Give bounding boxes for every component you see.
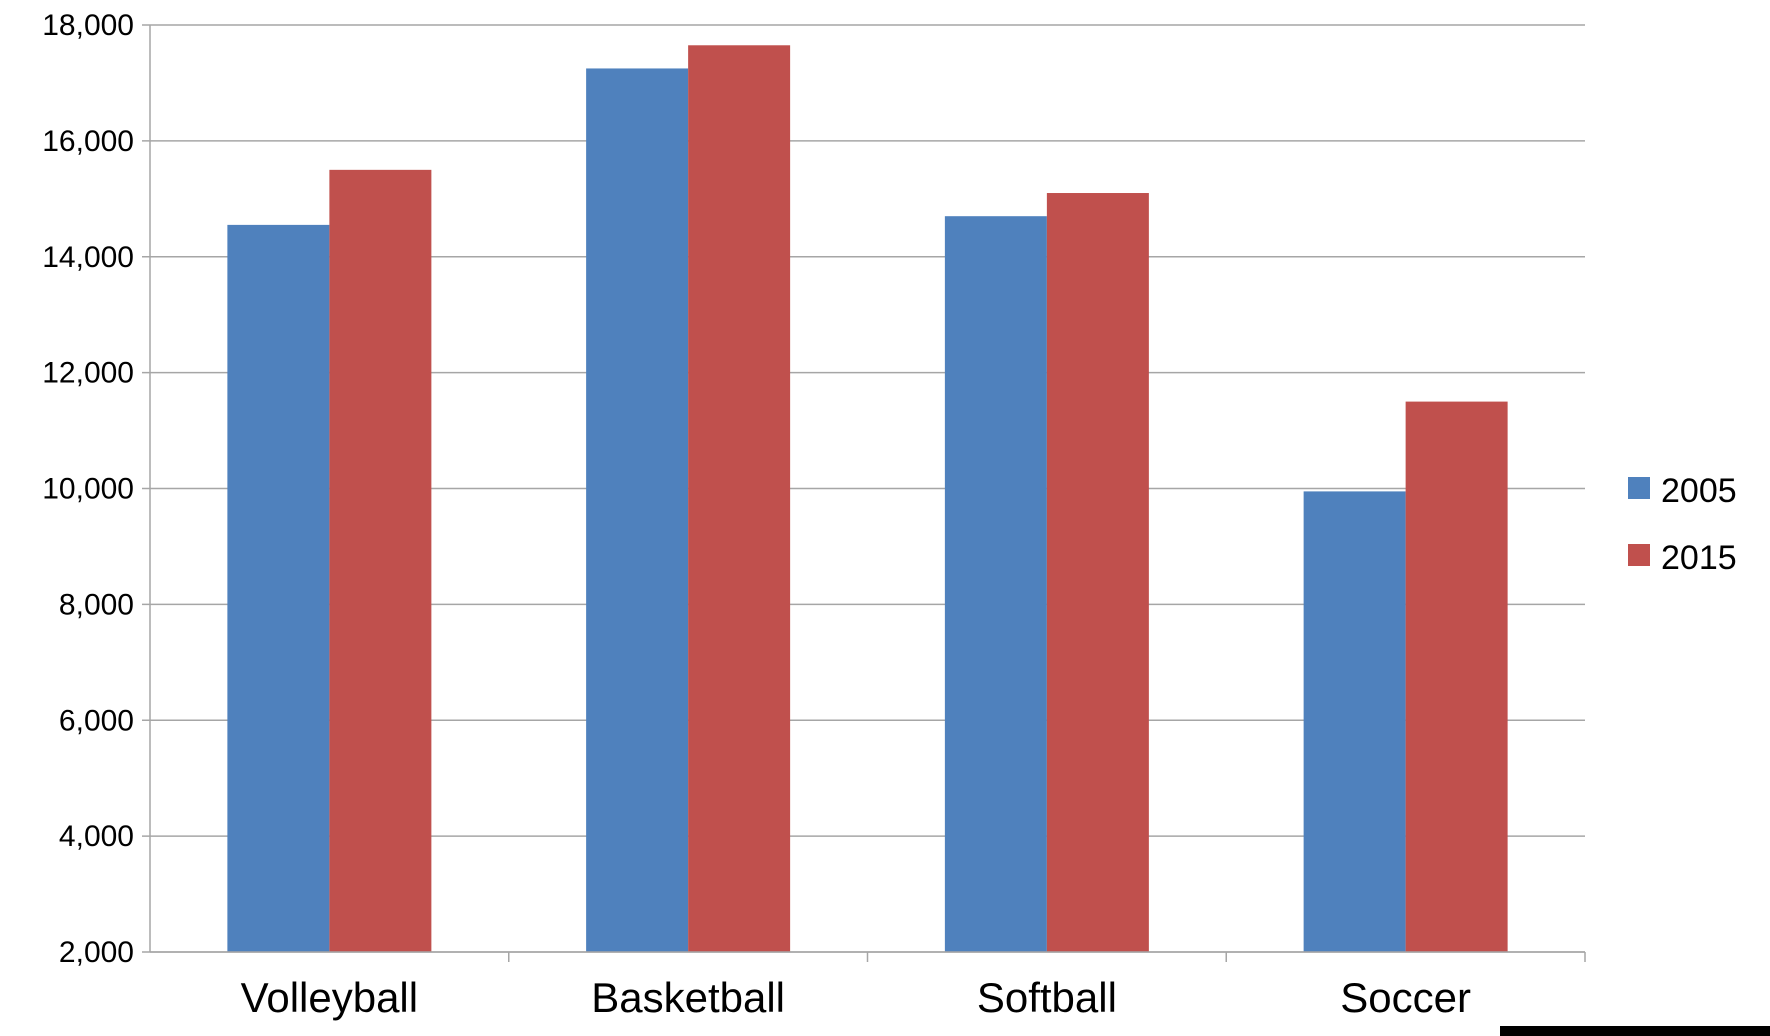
- y-tick-label: 2,000: [59, 936, 134, 969]
- bar-2015-softball: [1046, 193, 1149, 953]
- y-axis-tick-labels: 2,000 4,000 6,000 8,000 10,000 12,000 14,000 16…: [42, 9, 134, 969]
- y-tick-label: 6,000: [59, 704, 134, 737]
- y-tick-label: 16,000: [42, 125, 134, 158]
- bar-2005-soccer: [1303, 491, 1406, 952]
- corner-black-bar: [1500, 1026, 1770, 1036]
- legend-swatch-2015: [1628, 544, 1650, 566]
- legend: 2005 2015: [1628, 472, 1737, 577]
- x-axis: Volleyball Basketball Softball Soccer: [149, 25, 1586, 1021]
- bar-2005-softball: [944, 216, 1047, 953]
- legend-label-2015: 2015: [1661, 539, 1737, 577]
- bar-2015-basketball: [688, 45, 791, 952]
- bar-2005-basketball: [586, 68, 689, 952]
- x-category-label: Soccer: [1340, 974, 1471, 1021]
- y-tick-label: 8,000: [59, 588, 134, 621]
- x-category-label: Volleyball: [241, 974, 418, 1021]
- legend-swatch-2005: [1628, 477, 1650, 499]
- bar-2015-soccer: [1405, 401, 1508, 952]
- y-tick-label: 18,000: [42, 9, 134, 42]
- y-tick-label: 14,000: [42, 241, 134, 274]
- y-tick-label: 10,000: [42, 473, 134, 506]
- y-tick-label: 4,000: [59, 820, 134, 853]
- bar-2005-volleyball: [227, 224, 330, 952]
- bars: [227, 45, 1508, 953]
- legend-label-2005: 2005: [1661, 472, 1737, 510]
- bar-2015-volleyball: [329, 169, 432, 952]
- y-tick-label: 12,000: [42, 357, 134, 390]
- x-category-label: Basketball: [591, 974, 785, 1021]
- x-category-label: Softball: [977, 974, 1117, 1021]
